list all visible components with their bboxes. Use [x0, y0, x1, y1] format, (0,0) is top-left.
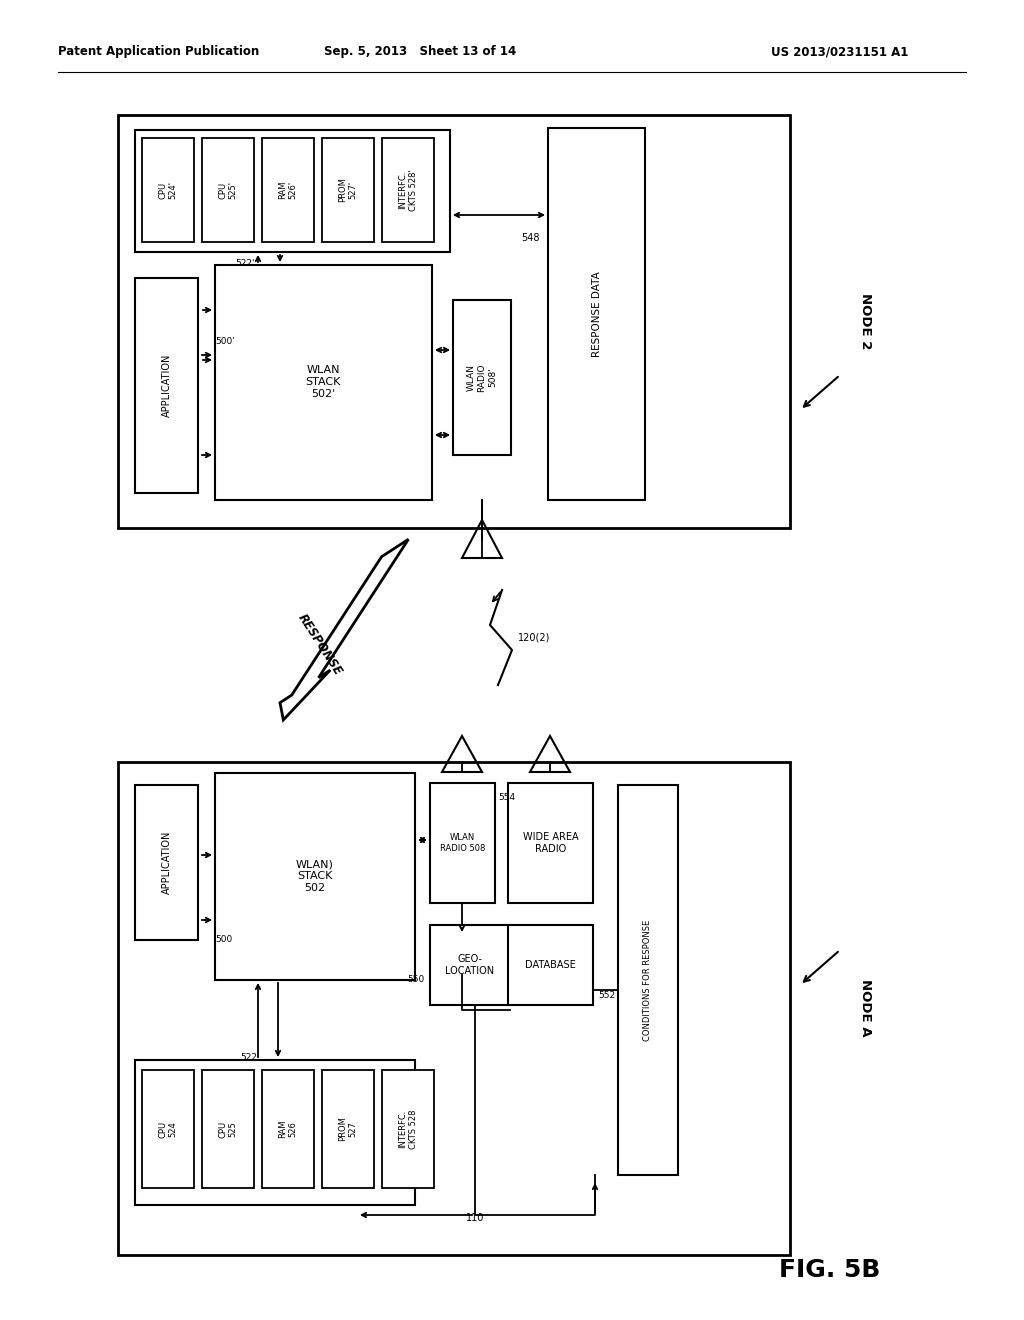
- Text: APPLICATION: APPLICATION: [162, 830, 171, 894]
- Text: GEO-
LOCATION: GEO- LOCATION: [445, 954, 495, 975]
- Bar: [262, 1071, 314, 1188]
- Bar: [142, 139, 194, 242]
- Text: 522': 522': [234, 259, 255, 268]
- Bar: [508, 925, 593, 1005]
- Text: RAM
526: RAM 526: [279, 1119, 298, 1138]
- Text: RESPONSE DATA: RESPONSE DATA: [592, 271, 601, 356]
- Text: PROM
527': PROM 527': [338, 178, 357, 202]
- Text: US 2013/0231151 A1: US 2013/0231151 A1: [771, 45, 908, 58]
- Text: 120(2): 120(2): [518, 632, 550, 642]
- Text: WLAN)
STACK
502: WLAN) STACK 502: [296, 859, 334, 892]
- Bar: [430, 925, 510, 1005]
- Bar: [135, 279, 198, 492]
- Text: 554: 554: [498, 793, 515, 803]
- Bar: [618, 785, 678, 1175]
- Bar: [453, 300, 511, 455]
- Text: PROM
527: PROM 527: [338, 1117, 357, 1142]
- Bar: [215, 265, 432, 500]
- Text: CPU
524': CPU 524': [159, 181, 178, 199]
- Bar: [430, 783, 495, 903]
- Text: INTERFC.
CKTS 528': INTERFC. CKTS 528': [398, 169, 418, 211]
- Bar: [322, 139, 374, 242]
- Text: 110: 110: [466, 1213, 484, 1224]
- Bar: [135, 785, 198, 940]
- Text: CPU
525': CPU 525': [218, 181, 238, 199]
- Polygon shape: [280, 540, 409, 719]
- Text: 522: 522: [240, 1053, 257, 1063]
- Text: CONDITIONS FOR RESPONSE: CONDITIONS FOR RESPONSE: [643, 919, 652, 1040]
- Bar: [215, 774, 415, 979]
- Text: WLAN
RADIO 508: WLAN RADIO 508: [440, 833, 485, 853]
- Text: 500': 500': [215, 338, 234, 346]
- Text: FIG. 5B: FIG. 5B: [779, 1258, 881, 1282]
- Bar: [548, 128, 645, 500]
- Text: 500: 500: [215, 936, 232, 945]
- Text: WIDE AREA
RADIO: WIDE AREA RADIO: [522, 832, 579, 854]
- Text: WLAN
STACK
502': WLAN STACK 502': [305, 366, 341, 399]
- Text: CPU
525: CPU 525: [218, 1121, 238, 1138]
- Bar: [118, 762, 790, 1255]
- Text: RESPONSE: RESPONSE: [295, 612, 345, 678]
- Bar: [202, 1071, 254, 1188]
- Text: 548: 548: [521, 234, 540, 243]
- Bar: [135, 129, 450, 252]
- Text: NODE A: NODE A: [858, 979, 871, 1036]
- Text: CPU
524: CPU 524: [159, 1121, 178, 1138]
- Bar: [118, 115, 790, 528]
- Bar: [262, 139, 314, 242]
- Text: Sep. 5, 2013   Sheet 13 of 14: Sep. 5, 2013 Sheet 13 of 14: [324, 45, 516, 58]
- Text: Patent Application Publication: Patent Application Publication: [58, 45, 259, 58]
- Bar: [135, 1060, 415, 1205]
- Text: APPLICATION: APPLICATION: [162, 354, 171, 417]
- Text: 550: 550: [408, 975, 425, 985]
- Text: DATABASE: DATABASE: [525, 960, 575, 970]
- Text: 552: 552: [598, 990, 615, 999]
- Bar: [508, 783, 593, 903]
- Text: WLAN
RADIO
508': WLAN RADIO 508': [467, 363, 497, 392]
- Text: INTERFC.
CKTS 528: INTERFC. CKTS 528: [398, 1109, 418, 1148]
- Text: RAM
526': RAM 526': [279, 181, 298, 199]
- Bar: [382, 1071, 434, 1188]
- Text: NODE 2: NODE 2: [858, 293, 871, 350]
- Bar: [142, 1071, 194, 1188]
- Bar: [202, 139, 254, 242]
- Bar: [322, 1071, 374, 1188]
- Bar: [382, 139, 434, 242]
